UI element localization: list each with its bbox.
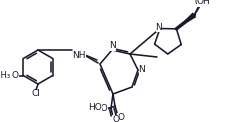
Text: O: O — [12, 71, 19, 80]
Text: O: O — [117, 113, 124, 122]
Text: N: N — [109, 41, 116, 51]
Text: HO: HO — [88, 103, 101, 112]
Text: NH: NH — [72, 51, 85, 60]
Text: OH: OH — [194, 0, 207, 7]
Text: N: N — [138, 66, 145, 75]
Text: OH: OH — [196, 0, 209, 6]
Text: N: N — [155, 23, 162, 32]
Text: O: O — [112, 116, 119, 122]
Text: Cl: Cl — [32, 90, 40, 98]
Polygon shape — [176, 12, 195, 29]
Text: OCH₃: OCH₃ — [0, 71, 11, 80]
Text: HO: HO — [94, 105, 107, 113]
Text: CH₃: CH₃ — [0, 71, 7, 80]
